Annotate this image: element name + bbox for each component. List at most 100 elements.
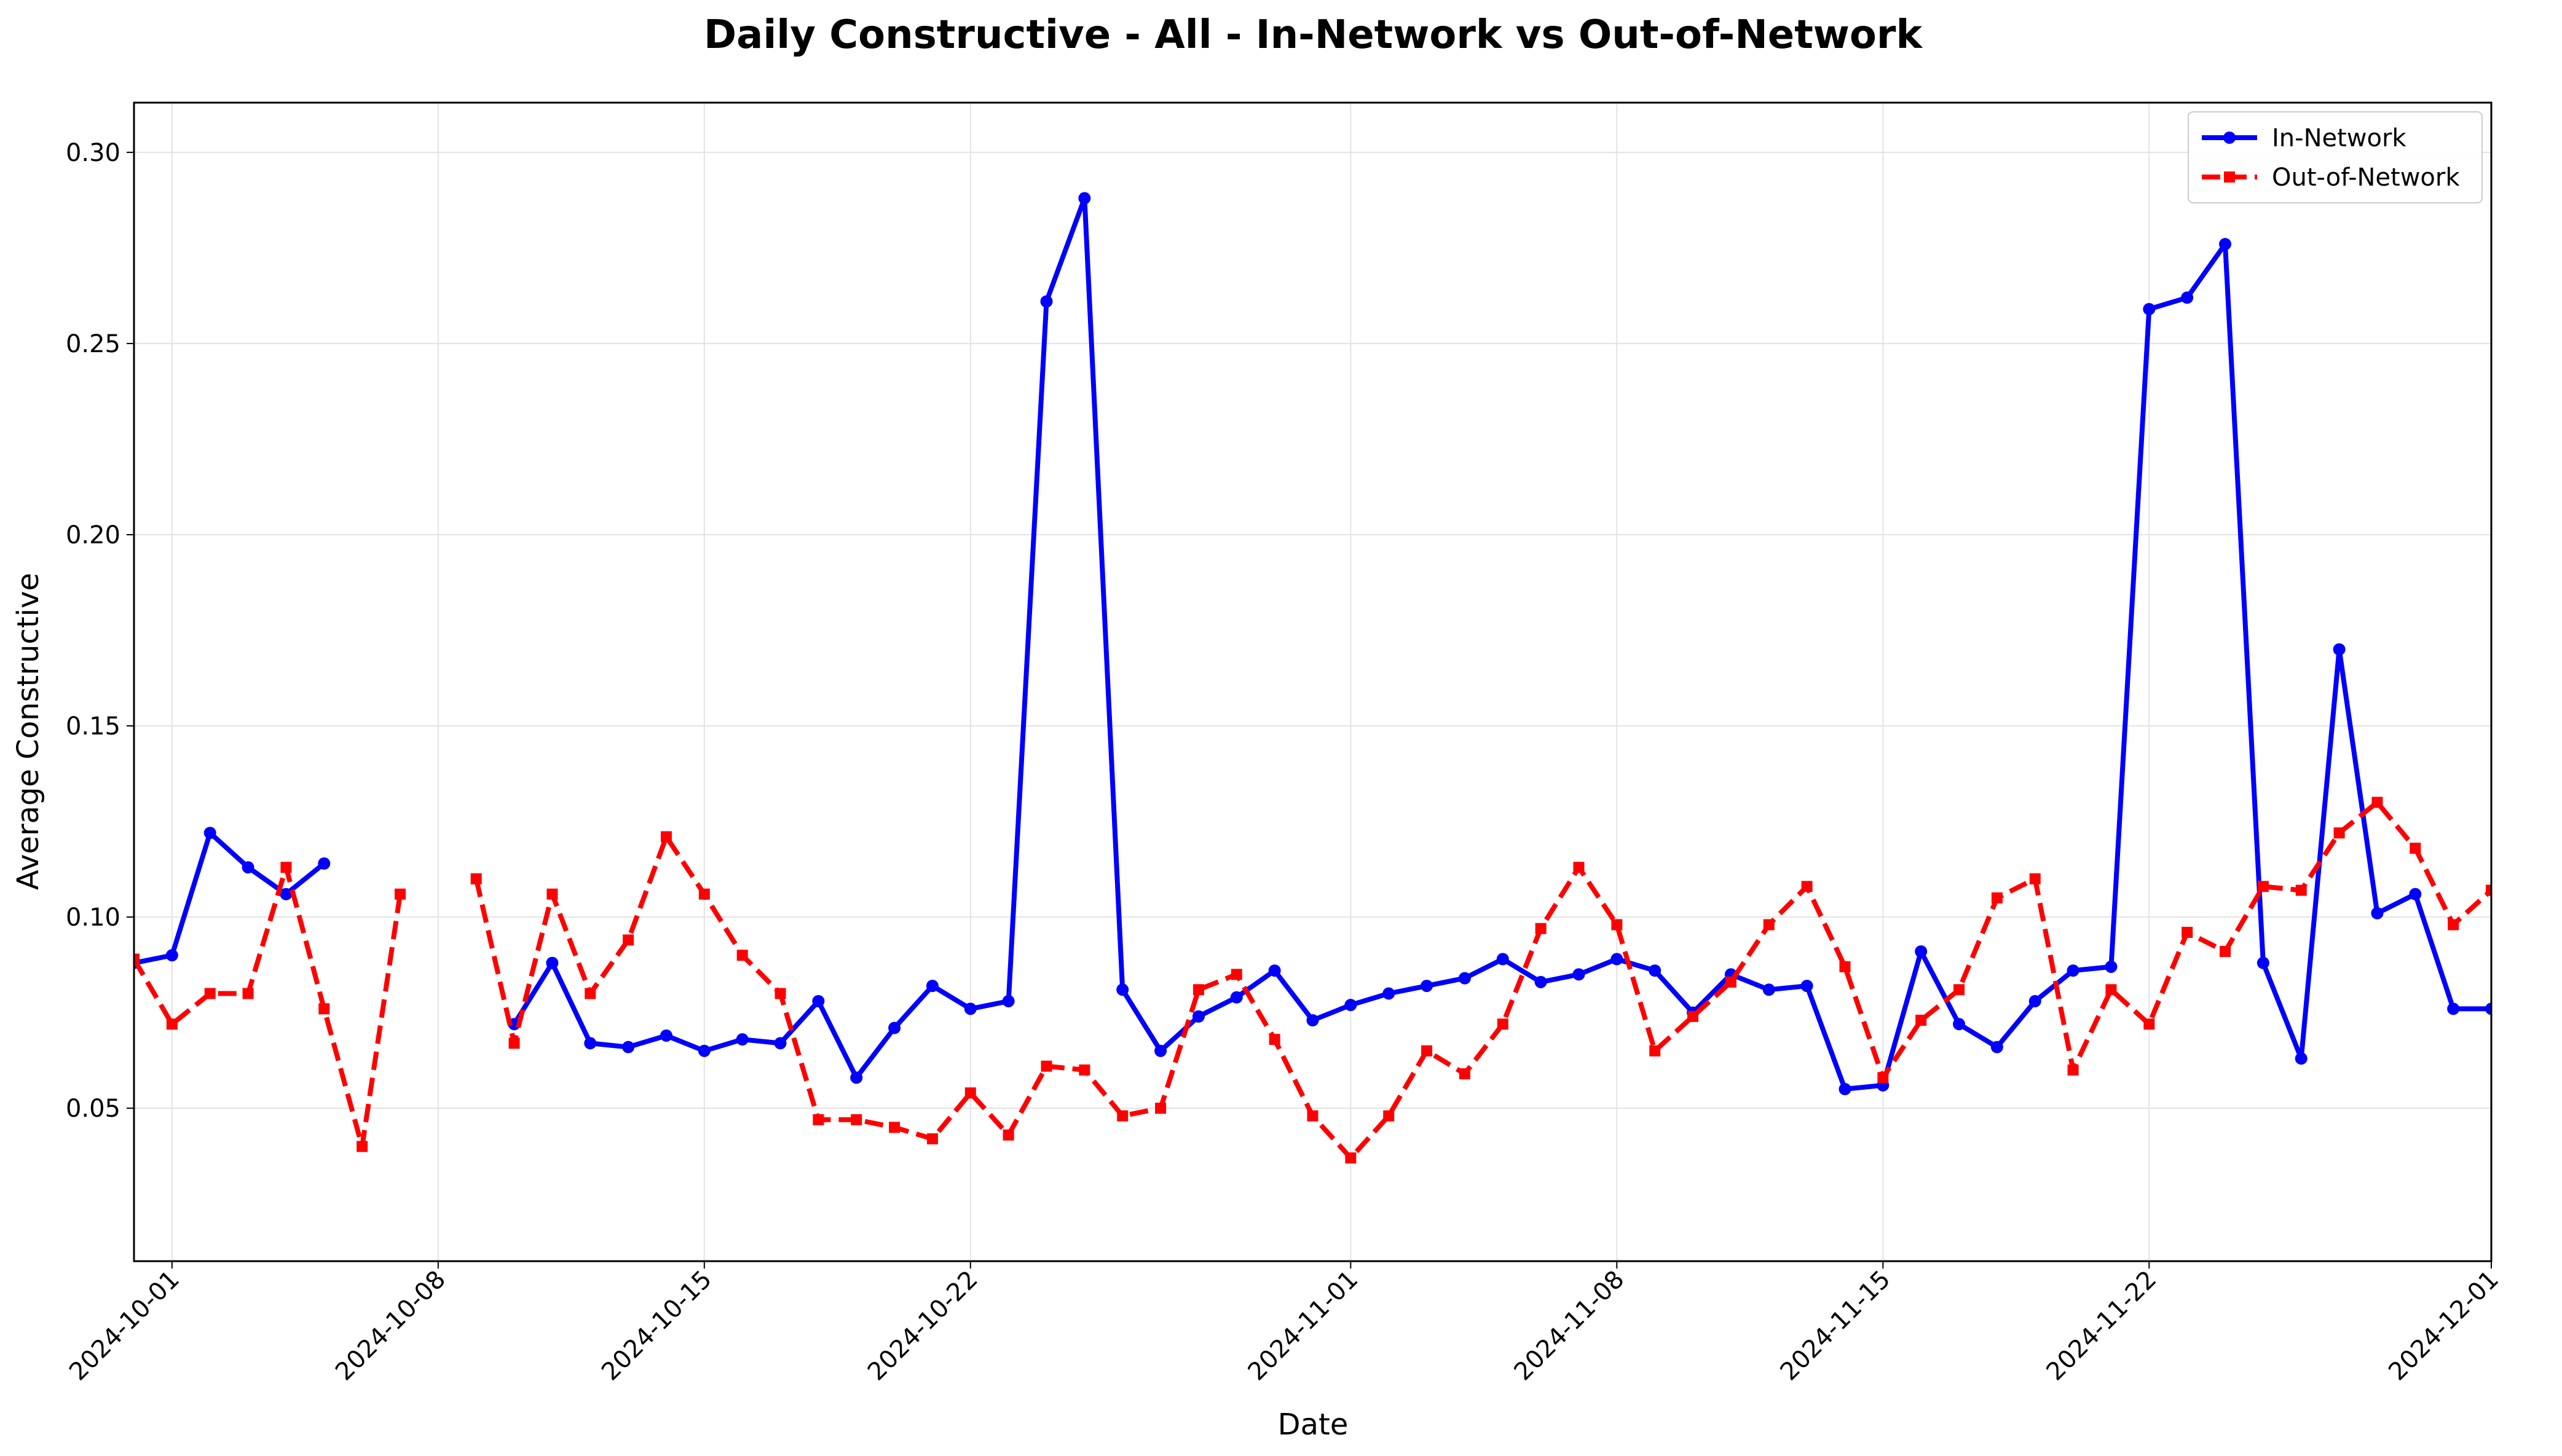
data-point [2257,956,2269,969]
data-point [1383,1110,1395,1122]
data-point [926,1133,938,1144]
data-point [1800,980,1813,993]
data-point [280,887,293,900]
data-point [318,857,331,870]
data-point [1041,1060,1052,1072]
data-point [2067,1064,2079,1076]
data-point [2295,1052,2308,1065]
data-point [2181,291,2194,304]
legend-label: In-Network [2272,124,2406,152]
data-point [1496,953,1509,966]
legend-swatch-marker [2224,171,2235,183]
data-point [1991,892,2003,903]
y-tick-label: 0.15 [66,712,120,741]
series-line [134,865,403,1149]
data-point [812,994,825,1007]
data-point [1762,983,1775,996]
data-point [1953,984,1965,996]
data-point [1421,980,1433,993]
data-point [134,953,140,965]
data-point [1611,919,1623,931]
data-point [166,1018,178,1030]
data-point [2448,919,2459,931]
data-point [698,888,710,900]
data-point [2219,238,2232,251]
data-point [1573,862,1585,873]
y-tick-label: 0.25 [66,330,120,358]
data-point [623,934,634,946]
y-tick-label: 0.10 [66,903,120,932]
data-point [2371,797,2383,808]
data-point [2371,907,2384,919]
data-point [775,988,786,999]
data-point [1534,975,1547,988]
data-point [1877,1072,1889,1084]
data-point [394,888,406,900]
legend-label: Out-of-Network [2272,163,2460,192]
data-point [1002,994,1015,1007]
data-point [165,949,178,962]
data-point [1192,984,1204,996]
series-line [473,800,2491,1160]
data-point [1839,1083,1851,1096]
data-point [1839,961,1851,972]
data-point [2410,843,2421,854]
data-point [203,827,216,840]
data-point [357,1141,368,1152]
data-point [1268,964,1281,977]
data-point [1535,923,1547,934]
x-axis-title: Date [1278,1407,1349,1442]
data-point [964,1087,976,1099]
legend-box [2188,111,2483,203]
chart-title: Daily Constructive - All - In-Network vs… [704,12,1923,58]
data-point [660,1029,672,1042]
data-point [1953,1018,1966,1031]
series-in-network [134,192,2491,1096]
data-point [813,1114,824,1125]
data-point [1344,999,1357,1012]
data-point [736,950,748,961]
data-point [2220,946,2231,958]
plot-area-frame [133,101,2493,1262]
data-point [1345,1152,1357,1164]
data-point [888,1021,901,1034]
data-point [1154,1044,1167,1057]
data-point [2447,1002,2460,1015]
data-point [622,1041,635,1053]
data-point [698,1044,711,1057]
data-point [2485,1002,2491,1015]
data-point [964,1002,977,1015]
data-point [1307,1110,1318,1122]
data-point [1915,945,1928,958]
y-tick-label: 0.30 [66,139,120,167]
series-layer [134,192,2491,1164]
data-point [1915,1015,1927,1026]
data-point [2105,960,2118,973]
data-point [1725,976,1736,988]
data-point [2143,302,2156,315]
data-point [1687,1010,1699,1022]
data-point [1990,1041,2003,1053]
data-point [1040,295,1053,308]
data-point [1003,1129,1014,1141]
data-point [546,888,558,900]
data-point [926,980,939,993]
data-point [2333,643,2346,656]
data-point [508,1037,520,1049]
data-point [318,1003,330,1015]
data-point [2143,1018,2155,1030]
y-axis-title: Average Constructive [11,573,45,890]
data-point [2028,994,2041,1007]
data-point [2067,964,2079,977]
data-point [1421,1045,1433,1057]
data-point [1458,972,1471,985]
series-line [134,830,326,966]
data-point [2295,884,2307,896]
data-point [1610,953,1623,966]
data-point [1572,968,1585,981]
grid [134,103,2492,1261]
data-point [1117,1110,1129,1122]
data-point [584,1037,597,1050]
